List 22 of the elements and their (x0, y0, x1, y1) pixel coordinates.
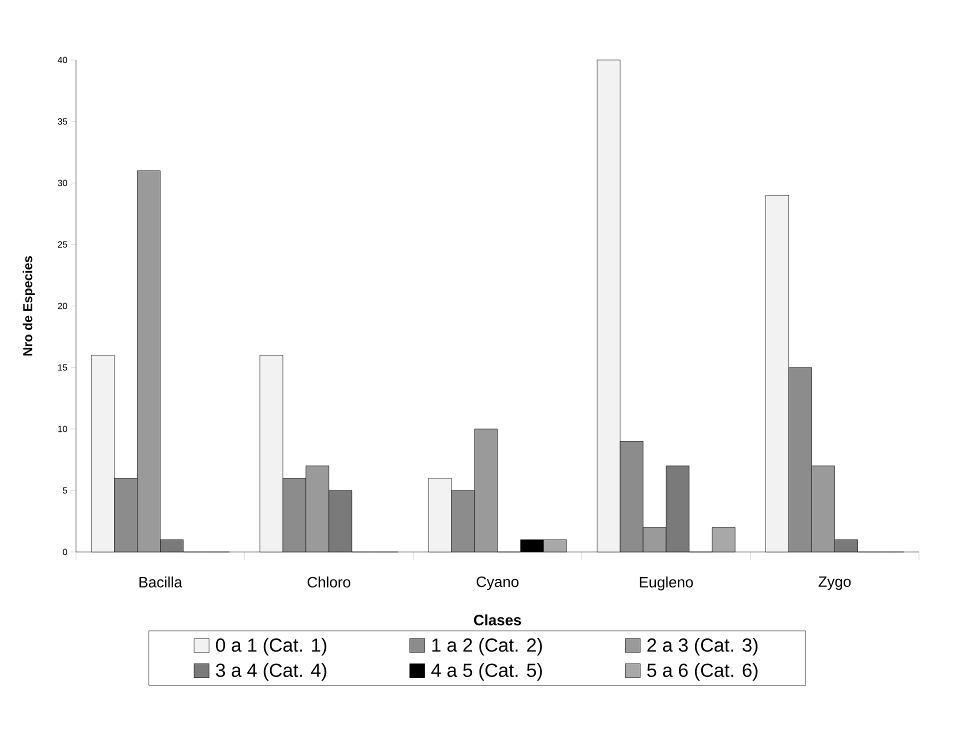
legend-label: 1 a 2 (Cat. 2) (432, 638, 542, 656)
y-tick-label: 10 (58, 426, 68, 432)
legend-label: 3 a 4 (Cat. 4) (216, 663, 326, 681)
y-tick-label: 30 (58, 180, 68, 186)
y-tick-label: 35 (58, 118, 68, 125)
y-tick-label: 0 (62, 548, 68, 556)
legend-label: 4 a 5 (Cat. 5) (431, 663, 542, 681)
x-tick-label: Bacilla (140, 576, 182, 588)
legend-label: 5 a 6 (Cat. 6) (647, 663, 758, 681)
y-axis-title: Nro de Especies (22, 256, 35, 356)
legend-label: 2 a 3 (Cat. 3) (647, 638, 758, 656)
y-tick-label: 15 (58, 364, 68, 371)
y-tick-label: 40 (58, 56, 68, 64)
x-tick-label: Chloro (308, 576, 350, 588)
x-tick-label: Zygo (818, 576, 851, 590)
y-tick-label: 20 (58, 302, 68, 310)
legend-label: 0 a 1 (Cat. 1) (216, 638, 326, 656)
y-tick-label: 5 (62, 487, 68, 494)
y-tick-label: 25 (58, 241, 68, 248)
x-axis-title: Clases (474, 614, 521, 626)
x-tick-label: Cyano (476, 576, 518, 590)
x-tick-label: Eugleno (640, 576, 693, 590)
